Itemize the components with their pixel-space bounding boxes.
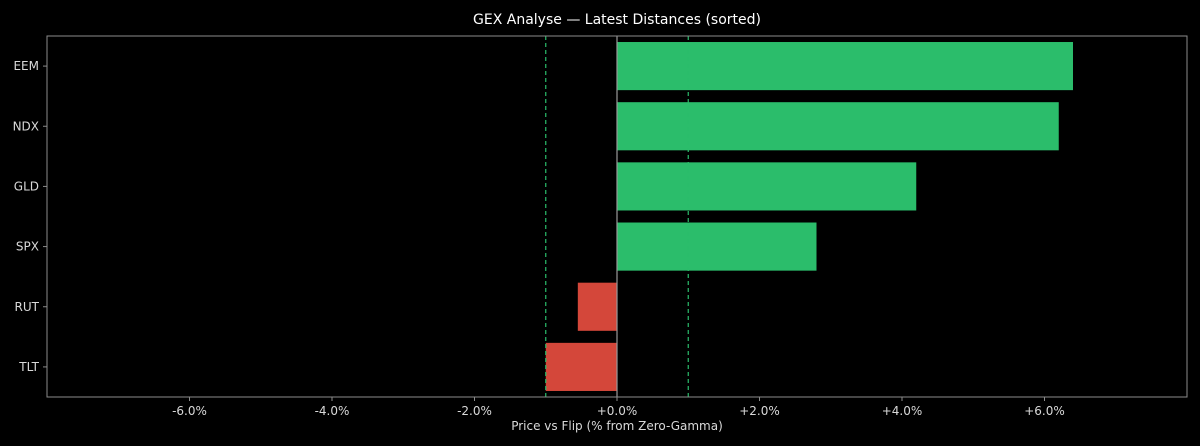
y-tick-label-tlt: TLT <box>18 360 39 374</box>
y-tick-label-rut: RUT <box>15 300 40 314</box>
y-tick-label-gld: GLD <box>14 179 39 193</box>
x-tick-label: -6.0% <box>172 404 207 418</box>
x-tick-label: -2.0% <box>457 404 492 418</box>
bar-rut <box>577 282 617 331</box>
y-tick-label-spx: SPX <box>16 240 39 254</box>
x-tick-label: +0.0% <box>597 404 638 418</box>
plot-area: EEM NDX GLD SPX RUT TLT -6.0% -4.0% -2.0% +0.0% +2… <box>13 35 1188 418</box>
bar-ndx <box>617 102 1059 151</box>
x-tick-label: +2.0% <box>739 404 780 418</box>
bar-eem <box>617 42 1073 91</box>
bar-tlt <box>545 342 617 391</box>
x-axis-label: Price vs Flip (% from Zero-Gamma) <box>511 419 723 433</box>
y-tick-label-eem: EEM <box>13 59 39 73</box>
x-tick-label: +4.0% <box>882 404 923 418</box>
bar-gld <box>617 162 917 211</box>
x-tick-label: -4.0% <box>315 404 350 418</box>
y-tick-label-ndx: NDX <box>13 119 39 133</box>
bar-spx <box>617 222 817 271</box>
chart-title: GEX Analyse — Latest Distances (sorted) <box>473 12 761 28</box>
x-tick-label: +6.0% <box>1024 404 1065 418</box>
